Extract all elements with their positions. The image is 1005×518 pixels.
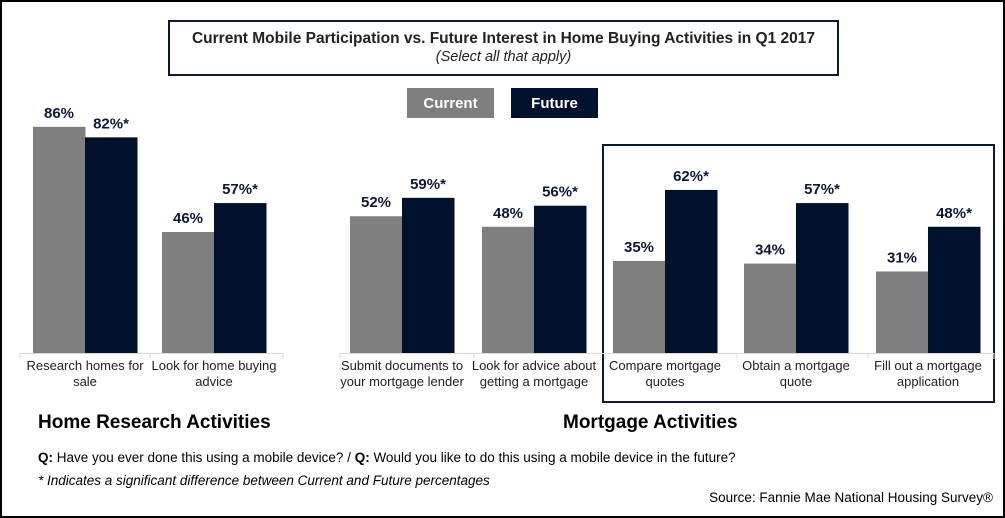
- legend-future: Future: [511, 88, 598, 118]
- bar-future: [214, 203, 267, 353]
- bar-future: [928, 226, 981, 353]
- bar-future: [665, 189, 718, 353]
- category-label: Research homes for sale: [26, 358, 144, 389]
- category-label: Fill out a mortgage application: [874, 358, 982, 389]
- bar-current: [613, 260, 666, 353]
- data-label: 31%: [887, 249, 917, 266]
- data-label: 56%*: [542, 184, 578, 201]
- q1-text: Have you ever done this using a mobile d…: [53, 450, 355, 465]
- category-label: Obtain a mortgage quote: [742, 358, 850, 389]
- group-label-home-research: Home Research Activities: [38, 412, 271, 433]
- data-label: 52%: [361, 194, 391, 211]
- bar-current: [876, 271, 929, 353]
- bar-future: [534, 205, 587, 353]
- significance-note: * Indicates a significant difference bet…: [38, 473, 490, 488]
- q2-text: Would you like to do this using a mobile…: [369, 450, 736, 465]
- data-label: 59%*: [410, 176, 446, 193]
- chart-title: Current Mobile Participation vs. Future …: [191, 30, 815, 47]
- chart-subtitle: (Select all that apply): [435, 49, 572, 65]
- data-label: 82%*: [93, 115, 129, 132]
- data-label: 48%: [493, 205, 523, 222]
- category-label: Look for home buying advice: [151, 358, 277, 389]
- legend-current: Current: [407, 88, 494, 118]
- data-label: 34%: [755, 242, 785, 259]
- category-label: Look for advice about getting a mortgage: [471, 358, 597, 389]
- data-label: 57%*: [804, 181, 840, 198]
- bar-future: [85, 137, 138, 353]
- highlight-box: [602, 144, 995, 403]
- bar-current: [162, 232, 215, 353]
- question-note: Q: Have you ever done this using a mobil…: [38, 450, 736, 465]
- bar-current: [744, 263, 797, 353]
- category-label: Submit documents to your mortgage lender: [340, 358, 464, 389]
- bar-current: [350, 216, 403, 353]
- data-label: 62%*: [673, 168, 709, 185]
- title-box: Current Mobile Participation vs. Future …: [168, 20, 839, 76]
- bar-current: [482, 226, 535, 353]
- category-label: Compare mortgage quotes: [609, 358, 721, 389]
- data-label: 46%: [173, 210, 203, 227]
- q-prefix: Q:: [38, 450, 53, 465]
- data-label: 35%: [624, 239, 654, 256]
- data-label: 48%*: [936, 205, 972, 222]
- source-note: Source: Fannie Mae National Housing Surv…: [709, 490, 993, 505]
- q-prefix: Q:: [354, 450, 370, 465]
- bar-current: [33, 126, 86, 353]
- bar-future: [402, 197, 455, 353]
- data-label: 57%*: [222, 181, 258, 198]
- group-label-mortgage: Mortgage Activities: [563, 412, 738, 433]
- bar-future: [796, 203, 849, 353]
- data-label: 86%: [44, 105, 74, 122]
